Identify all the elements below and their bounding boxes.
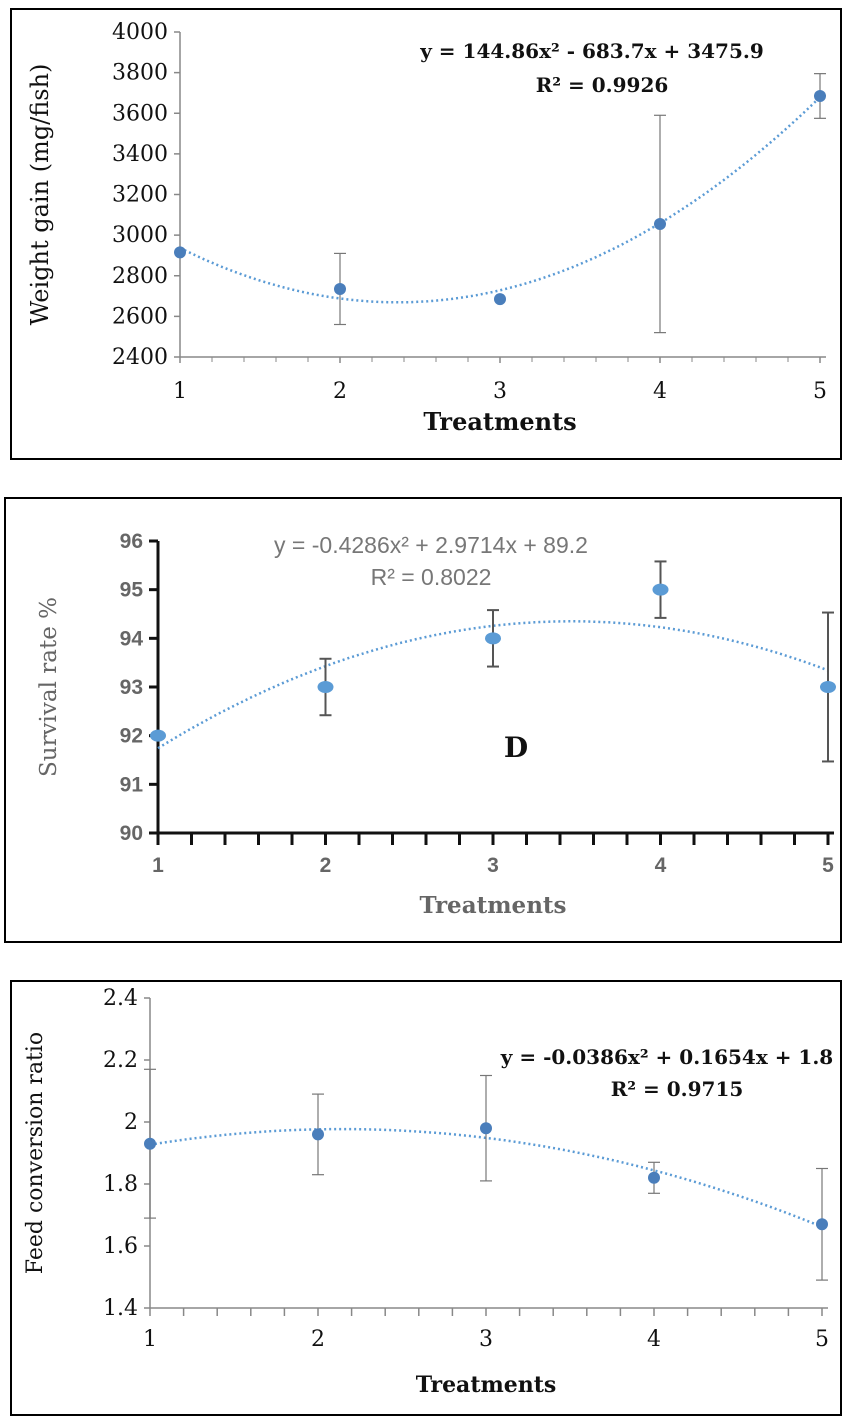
y-tick-label: 2600 <box>112 304 168 329</box>
x-tick-label: 2 <box>320 854 332 877</box>
y-tick-label: 94 <box>120 627 144 650</box>
y-tick-label: 3200 <box>112 183 168 208</box>
weight-gain-panel: 2400 2600 2800 3000 3200 3400 3600 3800 4000 1 2 3 4… <box>10 8 842 460</box>
x-tick-label: 3 <box>487 854 499 877</box>
trendline <box>149 1127 823 1228</box>
data-point <box>820 681 836 693</box>
data-point <box>174 246 186 259</box>
data-point <box>816 1218 828 1231</box>
x-tick-label: 2 <box>311 1327 325 1352</box>
y-tick-label: 3600 <box>112 101 168 126</box>
x-axis-label: Treatments <box>416 1372 557 1398</box>
data-point <box>485 632 501 645</box>
data-point <box>654 217 666 230</box>
trendline <box>179 96 821 304</box>
x-tick-label: 3 <box>493 379 507 404</box>
x-tick-label: 4 <box>647 1327 661 1352</box>
survival-rate-chart: 90 91 92 93 94 95 96 1 2 3 4 5 Treatments Survival ra… <box>36 530 836 919</box>
x-tick-label: 5 <box>815 1327 829 1352</box>
data-point <box>652 583 669 596</box>
feed-conversion-panel: 1.4 1.6 1.8 2 2.2 2.4 1 2 3 4 5 Treatments Feed conv… <box>10 980 842 1416</box>
r-squared-label: R² = 0.9926 <box>536 73 669 97</box>
data-point <box>480 1122 492 1135</box>
data-point <box>317 681 334 693</box>
trendline-equation: y = -0.0386x² + 0.1654x + 1.8 <box>500 1045 833 1069</box>
y-axis-label: Weight gain (mg/fish) <box>26 64 54 326</box>
data-point <box>150 729 166 742</box>
data-point <box>648 1171 660 1184</box>
weight-gain-chart: 2400 2600 2800 3000 3200 3400 3600 3800 4000 1 2 3 4… <box>26 20 827 436</box>
y-tick-label: 3000 <box>112 223 168 248</box>
y-tick-label: 4000 <box>112 20 168 45</box>
x-tick-label: 4 <box>653 379 667 404</box>
x-tick-label: 1 <box>173 379 187 404</box>
r-squared-label: R² = 0.9715 <box>611 1077 744 1101</box>
y-tick-label: 93 <box>120 676 143 699</box>
x-tick-label: 2 <box>333 379 347 404</box>
panel-annotation: D <box>504 731 528 764</box>
trendline-equation: y = -0.4286x² + 2.9714x + 89.2 <box>274 532 588 558</box>
y-tick-label: 3800 <box>112 61 168 86</box>
x-tick-label: 1 <box>143 1327 157 1352</box>
x-tick-label: 5 <box>813 379 827 404</box>
y-tick-label: 3400 <box>112 142 168 167</box>
x-tick-label: 5 <box>822 854 834 877</box>
y-tick-label: 91 <box>120 773 144 796</box>
y-tick-label: 1.8 <box>103 1172 138 1197</box>
y-tick-label: 2400 <box>112 345 168 370</box>
y-tick-label: 2.4 <box>103 986 138 1011</box>
x-tick-label: 1 <box>152 854 164 877</box>
trendline <box>157 620 829 750</box>
data-point <box>312 1128 324 1141</box>
y-tick-label: 1.4 <box>103 1296 138 1321</box>
x-axis-label: Treatments <box>420 892 567 919</box>
data-point <box>494 293 506 306</box>
feed-conversion-chart: 1.4 1.6 1.8 2 2.2 2.4 1 2 3 4 5 Treatments Feed conv… <box>23 986 833 1398</box>
data-point <box>334 282 346 295</box>
y-tick-label: 96 <box>120 530 143 553</box>
r-squared-label: R² = 0.8022 <box>371 564 492 590</box>
data-point <box>144 1137 156 1150</box>
y-axis-label: Feed conversion ratio <box>23 1032 48 1274</box>
x-tick-label: 3 <box>479 1327 493 1352</box>
y-axis-label: Survival rate % <box>36 597 62 777</box>
data-point <box>814 89 826 102</box>
y-tick-label: 90 <box>120 822 143 845</box>
trendline-equation: y = 144.86x² - 683.7x + 3475.9 <box>419 39 764 63</box>
y-tick-label: 92 <box>120 725 143 748</box>
survival-rate-panel: 90 91 92 93 94 95 96 1 2 3 4 5 Treatments Survival ra… <box>4 497 842 943</box>
y-tick-label: 2 <box>124 1110 138 1135</box>
y-tick-label: 2.2 <box>103 1048 138 1073</box>
y-tick-label: 95 <box>120 579 144 602</box>
x-tick-label: 4 <box>655 854 667 877</box>
y-tick-label: 1.6 <box>103 1234 138 1259</box>
y-tick-label: 2800 <box>112 264 168 289</box>
x-axis-label: Treatments <box>423 407 576 436</box>
